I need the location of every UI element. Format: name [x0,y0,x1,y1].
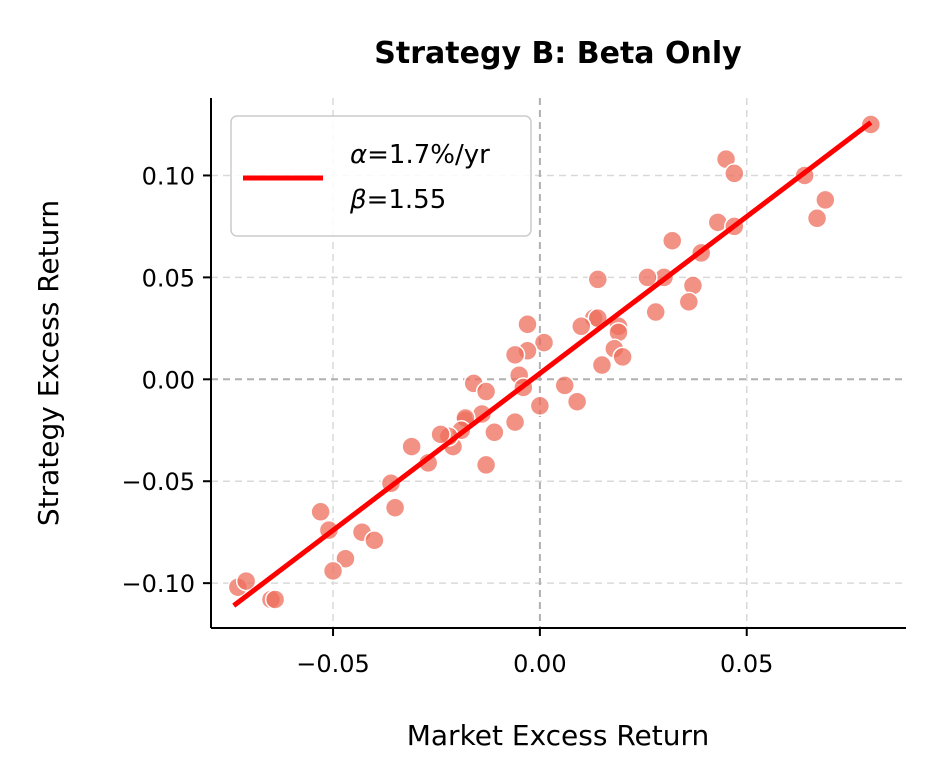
legend-beta-symbol: β [349,185,367,215]
data-point [384,497,406,518]
data-point [235,570,257,592]
x-tick-label: −0.05 [296,650,370,678]
y-tick-label: −0.10 [121,570,195,598]
legend-box [230,115,532,237]
data-point [504,411,526,433]
data-point [529,395,551,417]
axis-ticks: −0.05 0.00 0.05 −0.10 −0.05 0.00 0.05 0.10 [121,162,773,678]
y-axis-label: Strategy Excess Return [32,200,65,526]
data-point [612,346,633,368]
x-tick-label: 0.05 [720,650,773,678]
fit-line-layer [232,120,873,608]
data-point [571,316,592,337]
data-point [554,375,575,396]
data-point [645,301,666,323]
data-point [637,267,658,288]
data-point [264,589,286,610]
data-point [475,454,497,476]
y-tick-label: 0.10 [142,162,195,190]
data-point [322,560,344,582]
data-point [475,381,497,402]
legend-beta-entry: β=1.55 [349,185,446,215]
data-point [517,314,538,335]
data-point [484,422,505,443]
y-tick-label: 0.05 [142,264,195,292]
data-point [504,344,526,366]
data-point [815,189,836,211]
legend-alpha-entry: α=1.7%/yr [350,140,490,170]
data-point [662,230,683,251]
data-point [430,424,451,445]
data-point [724,163,745,184]
y-tick-label: 0.00 [142,366,195,394]
legend-beta-value: =1.55 [367,185,447,215]
legend-alpha-value: =1.7%/yr [367,140,490,170]
data-point [806,208,828,229]
data-point [591,354,613,376]
data-point [533,332,555,353]
data-point [678,291,700,313]
data-point [310,501,331,523]
data-point [587,269,609,290]
regression-line [232,120,873,608]
data-point [401,436,422,457]
data-point [364,530,385,551]
legend-alpha-symbol: α [350,140,367,170]
data-point [335,548,356,569]
data-point [566,391,588,412]
x-axis-label: Market Excess Return [407,719,710,752]
y-tick-label: −0.05 [121,468,195,496]
x-tick-label: 0.00 [513,650,566,678]
zero-lines [211,98,906,628]
chart-title: Strategy B: Beta Only [374,36,742,71]
legend: α=1.7%/yr β=1.55 [230,115,532,237]
